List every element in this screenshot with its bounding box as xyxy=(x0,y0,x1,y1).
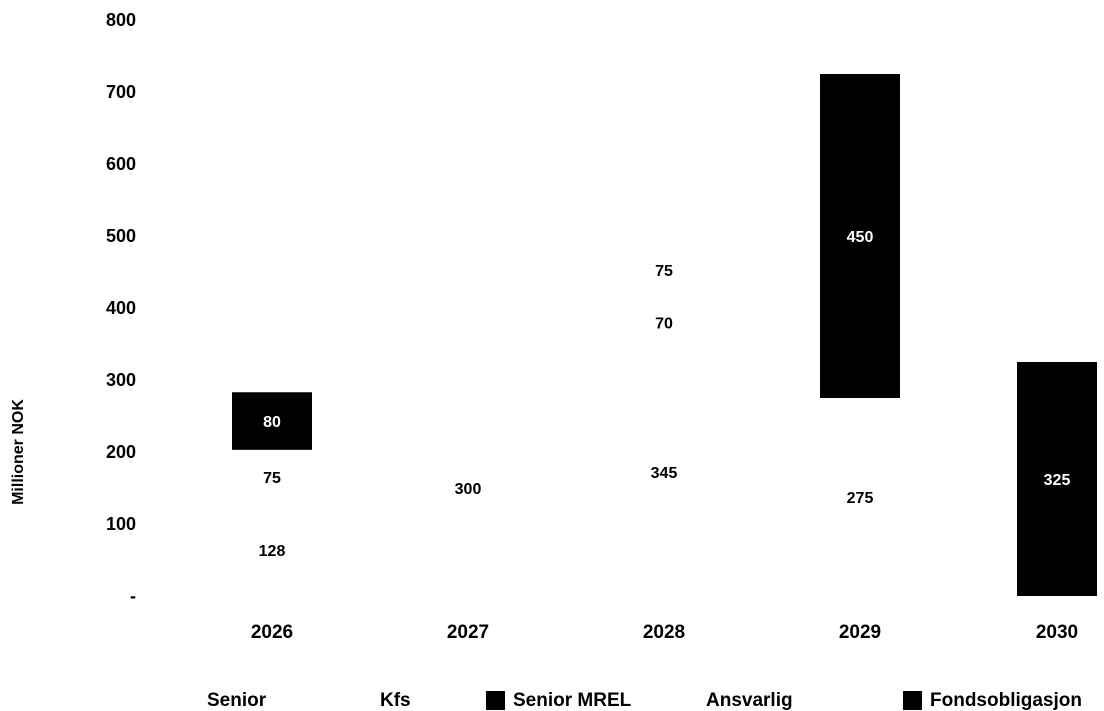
x-tick-label: 2030 xyxy=(1036,622,1078,643)
legend-item-label: Senior MREL xyxy=(513,690,632,711)
legend-item-label: Senior xyxy=(207,690,267,711)
data-label: 80 xyxy=(263,414,281,431)
bar-segment xyxy=(232,392,312,450)
bar-segment xyxy=(820,398,900,596)
legend-item-label: Kfs xyxy=(380,690,411,711)
data-label: 70 xyxy=(655,315,673,332)
bar-segment xyxy=(232,503,312,596)
data-label: 128 xyxy=(259,543,286,560)
y-tick-label: 400 xyxy=(106,298,136,318)
data-label: 345 xyxy=(651,465,678,482)
bar-segment xyxy=(624,243,704,298)
y-tick-label: 200 xyxy=(106,442,136,462)
bar-segment xyxy=(1017,362,1097,596)
bars xyxy=(232,74,1097,596)
data-label: 75 xyxy=(263,470,281,487)
y-axis-label: Millioner NOK xyxy=(10,399,27,505)
data-label: 300 xyxy=(455,481,482,498)
data-label: 325 xyxy=(1044,472,1071,489)
x-tick-label: 2026 xyxy=(251,622,293,643)
legend-item-label: Fondsobligasjon xyxy=(930,690,1082,711)
x-tick-label: 2029 xyxy=(839,622,881,643)
legend-swatch xyxy=(903,691,922,710)
y-tick-label: 800 xyxy=(106,10,136,30)
y-tick-label: 600 xyxy=(106,154,136,174)
legend: Senior Kfs Senior MREL Ansvarlig Fondsobliga… xyxy=(207,690,1082,711)
data-labels: 128 300 345 275 75 70 80 450 325 75 xyxy=(259,229,1071,560)
y-tick-label: 700 xyxy=(106,82,136,102)
data-label: 75 xyxy=(655,263,673,280)
bar-segment xyxy=(820,74,900,398)
y-tick-label: 300 xyxy=(106,370,136,390)
data-label: 450 xyxy=(847,229,874,246)
bar-segment xyxy=(232,449,312,504)
y-tick-label: - xyxy=(130,586,136,606)
bar-segment xyxy=(624,297,704,348)
y-tick-label: 100 xyxy=(106,514,136,534)
x-axis-ticks: 2026 2027 2028 2029 2030 xyxy=(251,622,1078,643)
legend-item-label: Ansvarlig xyxy=(706,690,793,711)
x-tick-label: 2028 xyxy=(643,622,685,643)
x-tick-label: 2027 xyxy=(447,622,489,643)
data-label: 275 xyxy=(847,490,874,507)
bar-segment xyxy=(428,380,508,596)
legend-swatch xyxy=(486,691,505,710)
bar-segment xyxy=(624,347,704,596)
y-tick-label: 500 xyxy=(106,226,136,246)
y-axis-ticks: - 100 200 300 400 500 600 700 800 xyxy=(106,10,136,606)
